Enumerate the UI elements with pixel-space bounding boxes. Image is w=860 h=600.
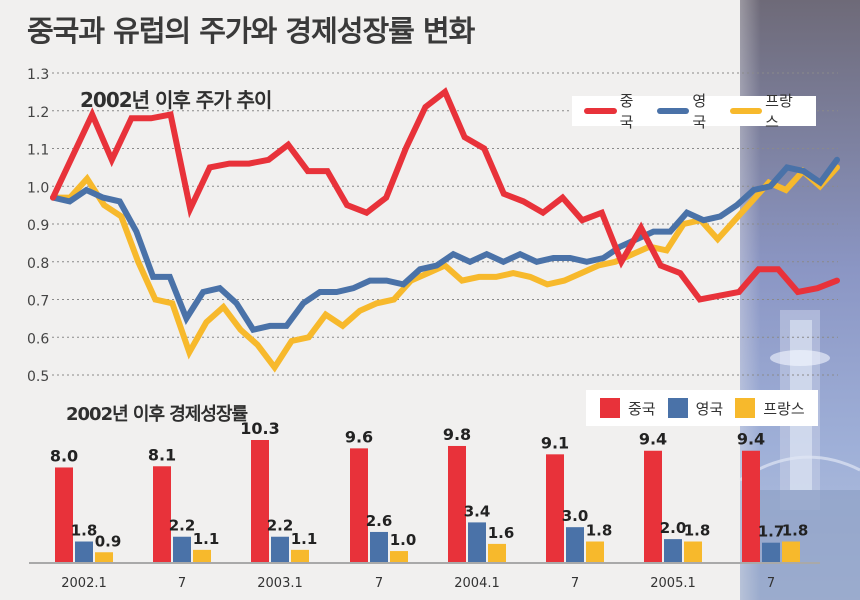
- y-tick-label: 0.5: [27, 369, 49, 385]
- page-title: 중국과 유럽의 주가와 경제성장률 변화: [27, 14, 475, 48]
- bar-legend-swatch-china: [600, 398, 620, 418]
- legend-label-uk: 영국: [692, 92, 707, 131]
- legend-item-france: 프랑스: [729, 90, 806, 132]
- line-chart-legend: 중국 영국 프랑스: [572, 92, 816, 131]
- y-tick-label: 1.3: [27, 67, 49, 83]
- bar-legend-swatch-france: [735, 398, 756, 418]
- legend-item-china: 중국: [584, 90, 647, 132]
- stock-line-chart: 1.3 1.2 1.1 1.0 0.9 0.8 0.7 0.6 0.5: [27, 67, 840, 385]
- bar-legend-swatch-uk: [667, 398, 688, 418]
- series-line-uk: [50, 156, 840, 334]
- legend-label-china: 중국: [619, 92, 634, 131]
- bar-legend-label-china: 중국: [628, 399, 656, 418]
- bar-chart-legend: 중국 영국 프랑스: [586, 390, 818, 426]
- bar-legend-item-uk: 영국: [667, 398, 724, 419]
- legend-item-uk: 영국: [656, 90, 720, 132]
- line-chart-title: 2002년 이후 주가 추이: [80, 88, 272, 112]
- y-tick-label: 1.2: [27, 105, 49, 121]
- y-tick-label: 1.0: [27, 180, 49, 196]
- bar-legend-label-uk: 영국: [695, 399, 724, 418]
- bar-legend-label-france: 프랑스: [763, 399, 805, 418]
- y-tick-label: 1.1: [27, 143, 49, 159]
- y-tick-label: 0.9: [27, 218, 49, 234]
- legend-swatch-france: [729, 108, 763, 114]
- y-tick-label: 0.8: [27, 256, 49, 272]
- legend-swatch-uk: [656, 108, 690, 114]
- legend-swatch-china: [584, 108, 617, 114]
- legend-label-france: 프랑스: [765, 92, 793, 131]
- y-tick-label: 0.7: [27, 294, 49, 310]
- bar-legend-item-china: 중국: [600, 398, 656, 419]
- bar-legend-item-france: 프랑스: [735, 398, 805, 419]
- y-tick-label: 0.6: [27, 331, 49, 347]
- bar-chart-title: 2002년 이후 경제성장률: [66, 404, 248, 425]
- series-line-france: [50, 164, 840, 373]
